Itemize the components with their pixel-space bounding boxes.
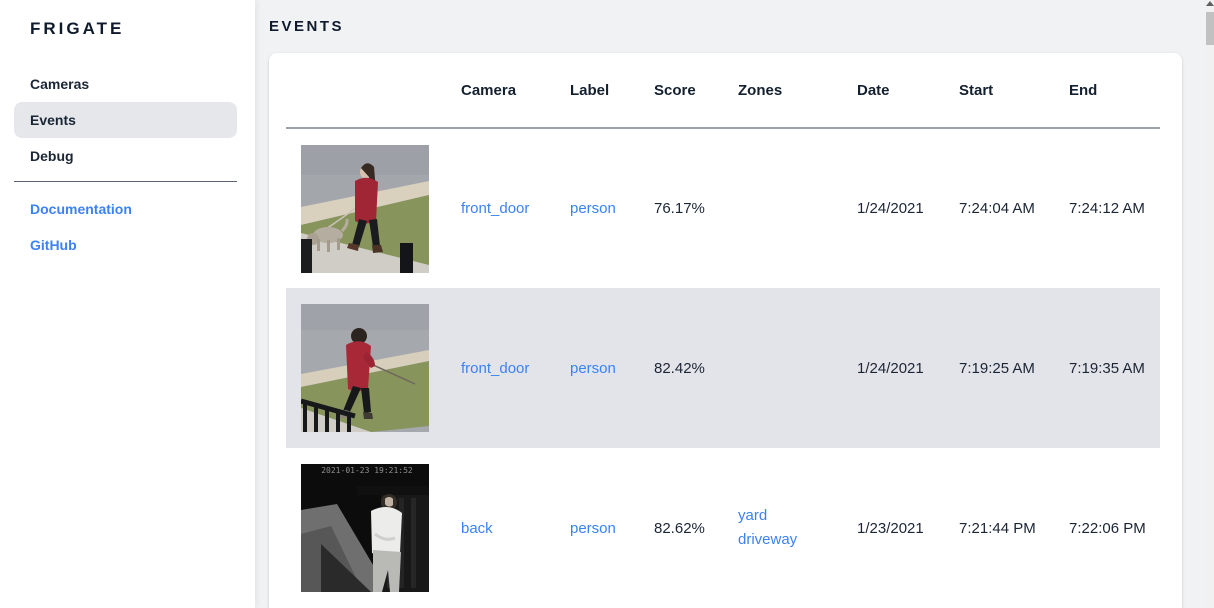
thumbnail-cell (286, 128, 461, 288)
column-header-label: Label (570, 53, 654, 129)
sidebar: FRIGATE Cameras Events Debug Documentati… (0, 0, 255, 608)
end-cell: 7:22:06 PM (1069, 519, 1146, 537)
score-cell: 82.62% (654, 519, 705, 537)
sidebar-item-cameras[interactable]: Cameras (30, 76, 90, 92)
thumbnail-timestamp-overlay: 2021-01-23 19:21:52 (321, 466, 413, 475)
start-cell: 7:19:25 AM (959, 359, 1035, 377)
label-link[interactable]: person (570, 200, 616, 217)
column-header-score: Score (654, 53, 738, 129)
column-header-camera: Camera (461, 53, 570, 129)
sidebar-item-events[interactable]: Events (14, 102, 237, 138)
sidebar-nav: Cameras Events Debug Documentation GitHu… (0, 66, 255, 263)
end-cell: 7:19:35 AM (1069, 359, 1145, 377)
page-title: EVENTS (269, 18, 345, 35)
date-cell: 1/23/2021 (857, 519, 924, 537)
zone-link-yard[interactable]: yard (738, 507, 768, 524)
sidebar-item-documentation[interactable]: Documentation (30, 201, 132, 217)
date-cell: 1/24/2021 (857, 200, 924, 217)
event-row-selected[interactable]: front_door person 82.42% 1/24/2021 7:19:… (286, 288, 1160, 448)
label-link[interactable]: person (570, 519, 616, 537)
thumbnail-cell: 2021-01-23 19:21:52 (286, 448, 461, 608)
scrollbar[interactable] (1206, 0, 1214, 608)
thumbnail-cell (286, 288, 461, 448)
sidebar-divider (14, 181, 237, 182)
event-thumbnail-person-night-ir: 2021-01-23 19:21:52 (301, 464, 429, 592)
column-header-end: End (1069, 53, 1160, 129)
camera-link[interactable]: front_door (461, 200, 530, 217)
camera-cell: back (461, 448, 570, 608)
sidebar-item-debug[interactable]: Debug (30, 148, 74, 164)
camera-link[interactable]: front_door (461, 359, 530, 377)
event-row[interactable]: 2021-01-23 19:21:52 back (286, 448, 1160, 608)
camera-cell: front_door (461, 288, 570, 448)
zone-link-driveway[interactable]: driveway (738, 531, 798, 548)
main-content: EVENTS Camera Label Score Zones Date (255, 0, 1214, 608)
camera-link[interactable]: back (461, 519, 493, 537)
label-link[interactable]: person (570, 359, 616, 377)
label-cell: person (570, 448, 654, 608)
camera-cell: front_door (461, 128, 570, 288)
table-header-row: Camera Label Score Zones Date Start End (286, 53, 1160, 129)
column-header-start: Start (959, 53, 1069, 129)
column-header-thumbnail (286, 53, 461, 129)
event-thumbnail-person-dog-2 (301, 304, 429, 432)
zones-cell: yard driveway (738, 448, 857, 608)
start-cell: 7:21:44 PM (959, 519, 1036, 537)
end-cell: 7:24:12 AM (1069, 200, 1145, 217)
events-table: Camera Label Score Zones Date Start End (286, 53, 1160, 608)
start-cell: 7:24:04 AM (959, 200, 1035, 217)
zones-cell (738, 288, 857, 448)
zones-cell (738, 128, 857, 288)
scroll-up-arrow-icon[interactable] (1206, 1, 1214, 6)
score-cell: 82.42% (654, 359, 705, 377)
column-header-zones: Zones (738, 53, 857, 129)
sidebar-item-github[interactable]: GitHub (30, 237, 77, 253)
event-row[interactable]: front_door person 76.17% 1/24/2021 7:24:… (286, 128, 1160, 288)
app-logo: FRIGATE (30, 19, 125, 38)
date-cell: 1/24/2021 (857, 359, 924, 377)
scrollbar-thumb[interactable] (1206, 12, 1214, 45)
score-cell: 76.17% (654, 200, 705, 217)
column-header-date: Date (857, 53, 959, 129)
event-thumbnail-person-dog-1 (301, 144, 429, 273)
events-card: Camera Label Score Zones Date Start End (269, 53, 1182, 608)
label-cell: person (570, 128, 654, 288)
label-cell: person (570, 288, 654, 448)
